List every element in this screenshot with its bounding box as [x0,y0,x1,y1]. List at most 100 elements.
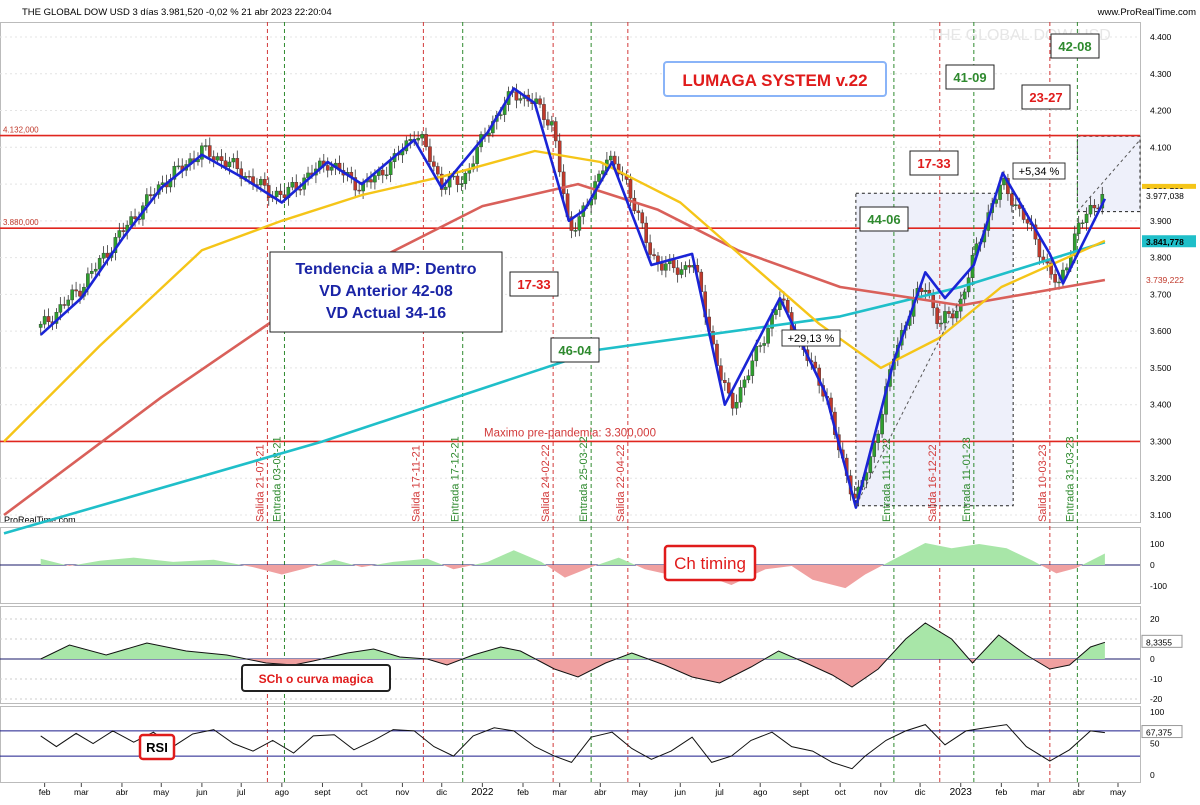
y-tick-label: 4.300 [1150,69,1172,79]
candle-body [373,175,377,183]
candle-body [148,194,153,197]
price-label: 3.841,778 [1146,237,1184,247]
candle-body [121,230,126,232]
candle-body [239,168,244,179]
osc2-y-tick: 0 [1150,654,1155,664]
pct-box [781,329,841,347]
x-tick-label: mar [1031,787,1046,797]
candle-body [675,267,680,275]
x-tick-label: feb [517,787,529,797]
candle-body [172,166,177,180]
y-tick-label: 4.100 [1150,142,1172,152]
signal-label: Salida 22-04-22 [615,444,627,522]
candle-body [78,290,82,297]
ch-timing-label: Ch timing [674,554,746,573]
candle-body [274,190,279,198]
candle-body [546,119,550,126]
signal-label: Entrada 25-03-22 [578,436,590,522]
candle-body [518,98,523,101]
system-title: LUMAGA SYSTEM v.22 [682,71,867,90]
y-tick-label: 3.900 [1150,216,1172,226]
x-tick-label: mar [74,787,89,797]
osc2-y-tick: -10 [1150,674,1163,684]
candle-body [380,169,385,176]
sch-curve-neg-area [40,659,1105,687]
x-tick-label: jul [714,787,724,797]
candle-body [93,268,98,272]
candle-body [758,345,763,347]
candle-body [679,269,684,275]
signal-label: Entrada 11-11-22 [881,438,893,522]
rsi-y-tick: 100 [1150,707,1164,717]
candle-body [616,163,621,175]
candle-body [1053,274,1057,283]
candle-body [1080,222,1085,224]
candle-body [640,212,645,224]
candle-body [954,310,959,319]
candle-body [750,360,755,376]
signal-label: Salida 17-11-21 [410,445,422,522]
candle-body [943,311,947,324]
candle-body [204,145,208,147]
rsi-y-tick: 0 [1150,770,1155,780]
panel-border [0,606,1141,704]
sch-box [241,664,391,692]
footer-brand: ProRealTime.com [4,515,76,525]
candle-body [58,304,63,313]
x-tick-label: sept [314,787,331,797]
candle-body [766,328,770,344]
candle-body [475,146,479,164]
candle-body [514,91,519,101]
candle-body [1088,204,1093,215]
osc2-last-bg [1141,634,1183,648]
osc1-y-tick: 100 [1150,539,1164,549]
candle-body [742,379,747,388]
candle-body [1010,193,1014,206]
candle-body [652,254,656,257]
y-tick-label: 3.800 [1150,253,1172,263]
x-tick-label: ago [753,787,767,797]
source-link[interactable]: www.ProRealTime.com [1097,7,1196,18]
x-tick-label: oct [834,787,846,797]
rsi-line [40,724,1105,770]
y-tick-label: 4.400 [1150,32,1172,42]
candle-body [561,171,566,194]
osc1-y-tick: -100 [1150,581,1167,591]
x-tick-label: jun [674,787,687,797]
candle-body [1065,267,1069,271]
candle-body [734,402,739,409]
candle-body [538,98,542,105]
signal-label: Salida 16-12-22 [927,444,939,522]
candle-body [876,433,880,443]
fast-ma-line [39,87,1107,509]
rsi-last-value: 67,375 [1146,728,1172,738]
candle-body [455,175,460,185]
candle-body [612,155,617,165]
vd-box [945,64,995,90]
x-tick-label: jul [236,787,246,797]
candle-body [420,134,424,139]
candle-body [1092,204,1097,209]
signal-label: Salida 21-07-21 [254,444,266,522]
candle-body [601,170,605,175]
candle-body [266,185,271,198]
price-label-bg [1142,235,1196,248]
pct-label: +29,13 % [788,333,835,345]
candle-body [660,263,664,271]
candle-body [46,316,51,322]
osc1-y-tick: 0 [1150,560,1155,570]
candle-body [459,183,464,185]
candle-body [215,156,220,161]
candle-body [227,161,232,168]
x-tick-label: 2023 [950,787,973,798]
candle-body [553,121,558,142]
candle-body [880,414,884,435]
candle-body [738,387,743,403]
rsi-last-bg [1141,725,1183,739]
vd-box [909,150,959,176]
candle-body [719,365,723,381]
candle-body [569,216,574,231]
candle-body [439,173,444,190]
